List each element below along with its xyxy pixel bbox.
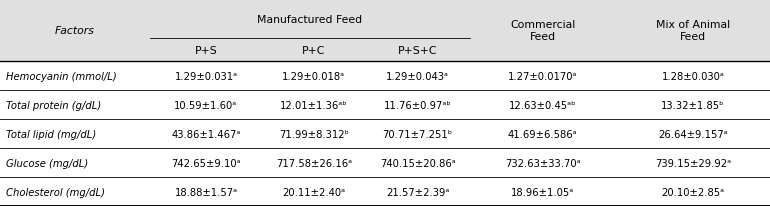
Text: 20.10±2.85ᵃ: 20.10±2.85ᵃ <box>661 187 725 197</box>
Text: 1.28±0.030ᵃ: 1.28±0.030ᵃ <box>661 71 725 81</box>
Text: Manufactured Feed: Manufactured Feed <box>257 15 363 25</box>
Polygon shape <box>0 39 150 62</box>
Polygon shape <box>0 148 770 177</box>
Text: 71.99±8.312ᵇ: 71.99±8.312ᵇ <box>279 129 349 139</box>
Polygon shape <box>0 91 770 119</box>
Text: 1.27±0.0170ᵃ: 1.27±0.0170ᵃ <box>508 71 578 81</box>
Text: Total lipid (mg/dL): Total lipid (mg/dL) <box>6 129 96 139</box>
Polygon shape <box>0 119 770 148</box>
Text: 13.32±1.85ᵇ: 13.32±1.85ᵇ <box>661 100 725 110</box>
Text: 11.76±0.97ᵃᵇ: 11.76±0.97ᵃᵇ <box>384 100 451 110</box>
Text: Hemocyanin (mmol/L): Hemocyanin (mmol/L) <box>6 71 117 81</box>
Polygon shape <box>0 177 770 206</box>
Text: Factors: Factors <box>55 26 95 36</box>
Polygon shape <box>150 0 262 39</box>
Polygon shape <box>470 39 616 62</box>
Text: Total protein (g/dL): Total protein (g/dL) <box>6 100 102 110</box>
Polygon shape <box>616 0 770 39</box>
Polygon shape <box>616 39 770 62</box>
Text: 18.88±1.57ᵃ: 18.88±1.57ᵃ <box>175 187 237 197</box>
Text: 18.96±1.05ᵃ: 18.96±1.05ᵃ <box>511 187 574 197</box>
Text: 739.15±29.92ᵃ: 739.15±29.92ᵃ <box>655 158 731 168</box>
Text: 1.29±0.018ᵃ: 1.29±0.018ᵃ <box>283 71 345 81</box>
Text: 742.65±9.10ᵃ: 742.65±9.10ᵃ <box>171 158 241 168</box>
Text: Mix of Animal
Feed: Mix of Animal Feed <box>656 20 730 42</box>
Text: 41.69±6.586ᵃ: 41.69±6.586ᵃ <box>508 129 578 139</box>
Polygon shape <box>0 62 770 91</box>
Text: Cholesterol (mg/dL): Cholesterol (mg/dL) <box>6 187 105 197</box>
Text: Glucose (mg/dL): Glucose (mg/dL) <box>6 158 89 168</box>
Text: 43.86±1.467ᵃ: 43.86±1.467ᵃ <box>171 129 241 139</box>
Text: 12.01±1.36ᵃᵇ: 12.01±1.36ᵃᵇ <box>280 100 347 110</box>
Text: P+S: P+S <box>195 46 217 55</box>
Text: 1.29±0.043ᵃ: 1.29±0.043ᵃ <box>387 71 449 81</box>
Text: 732.63±33.70ᵃ: 732.63±33.70ᵃ <box>505 158 581 168</box>
Polygon shape <box>470 0 616 39</box>
Polygon shape <box>262 0 366 39</box>
Text: P+S+C: P+S+C <box>398 46 437 55</box>
Polygon shape <box>150 39 262 62</box>
Text: 10.59±1.60ᵃ: 10.59±1.60ᵃ <box>174 100 238 110</box>
Polygon shape <box>0 0 150 39</box>
Text: P+C: P+C <box>302 46 326 55</box>
Text: 21.57±2.39ᵃ: 21.57±2.39ᵃ <box>386 187 450 197</box>
Polygon shape <box>366 39 470 62</box>
Text: Commercial
Feed: Commercial Feed <box>511 20 575 42</box>
Text: 26.64±9.157ᵃ: 26.64±9.157ᵃ <box>658 129 728 139</box>
Text: 1.29±0.031ᵃ: 1.29±0.031ᵃ <box>175 71 237 81</box>
Text: 740.15±20.86ᵃ: 740.15±20.86ᵃ <box>380 158 456 168</box>
Polygon shape <box>366 0 470 39</box>
Text: 70.71±7.251ᵇ: 70.71±7.251ᵇ <box>383 129 453 139</box>
Text: 12.63±0.45ᵃᵇ: 12.63±0.45ᵃᵇ <box>509 100 577 110</box>
Text: 20.11±2.40ᵃ: 20.11±2.40ᵃ <box>283 187 345 197</box>
Text: 717.58±26.16ᵃ: 717.58±26.16ᵃ <box>276 158 352 168</box>
Polygon shape <box>262 39 366 62</box>
